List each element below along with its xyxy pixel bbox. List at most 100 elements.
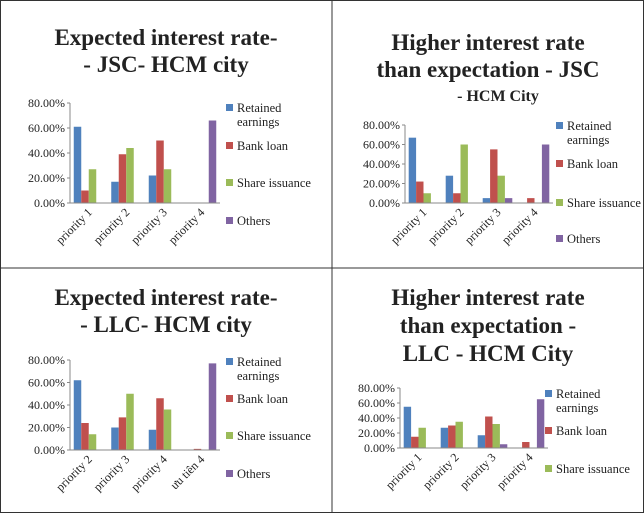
y-tick-label: 40.00% [28, 146, 65, 160]
y-tick-label: 0.00% [34, 443, 65, 457]
chart-title: Higher interest rate [391, 285, 584, 310]
legend-label: Bank loan [237, 139, 289, 153]
bar [163, 169, 172, 203]
y-tick-label: 60.00% [358, 396, 395, 410]
chart-title: LLC - HCM City [403, 341, 574, 366]
bar [411, 436, 419, 448]
bar [73, 126, 82, 203]
x-tick-label: priority 1 [383, 450, 425, 492]
bar [460, 144, 468, 203]
legend-swatch [545, 427, 552, 434]
legend-swatch [226, 432, 233, 439]
x-tick-label: priority 1 [388, 205, 430, 247]
legend-swatch [545, 465, 552, 472]
bar [118, 154, 127, 203]
bar [527, 198, 535, 203]
y-tick-label: 80.00% [363, 118, 400, 132]
chart-title: - JSC- HCM city [83, 52, 249, 77]
y-tick-label: 0.00% [369, 196, 400, 210]
x-tick-label: priority 3 [462, 205, 504, 247]
legend-label: Retained earnings [237, 101, 285, 129]
y-tick-label: 20.00% [28, 171, 65, 185]
bar [118, 417, 127, 450]
bar [193, 448, 202, 450]
bar [126, 393, 134, 450]
y-tick-label: 20.00% [28, 421, 65, 435]
bar [492, 424, 500, 448]
x-tick-label: priority 2 [420, 450, 462, 492]
bar [126, 148, 134, 203]
bar [163, 409, 172, 450]
legend-label: Others [237, 467, 270, 481]
chart-title: Expected interest rate- [54, 25, 277, 50]
bar [208, 120, 217, 203]
x-tick-label: priority 4 [166, 205, 208, 247]
x-tick-label: priority 2 [53, 452, 95, 494]
legend-swatch [226, 179, 233, 186]
legend-label: Others [567, 232, 600, 246]
bar [408, 137, 417, 203]
legend-swatch [556, 235, 563, 242]
bar [88, 434, 97, 450]
chart-title: - LLC- HCM city [80, 312, 252, 337]
legend-swatch [556, 160, 563, 167]
x-tick-label: priority 2 [91, 205, 133, 247]
x-tick-label: priority 3 [128, 205, 170, 247]
x-tick-label: priority 4 [499, 205, 541, 247]
y-tick-label: 60.00% [363, 138, 400, 152]
legend-label: Share issuance [567, 196, 641, 210]
y-tick-label: 80.00% [28, 353, 65, 367]
bar [148, 175, 157, 203]
bar [88, 169, 97, 203]
bar [423, 193, 431, 203]
bar [416, 181, 424, 203]
x-tick-label: priority 4 [494, 450, 536, 492]
bar [440, 427, 449, 448]
legend-label: Others [237, 214, 270, 228]
y-tick-label: 40.00% [363, 157, 400, 171]
x-tick-label: priority 3 [457, 450, 499, 492]
legend-label: Share issuance [556, 462, 630, 476]
bar [497, 175, 505, 203]
bar [499, 444, 508, 448]
legend-swatch [556, 122, 563, 129]
legend-swatch [545, 390, 552, 397]
bar [111, 181, 119, 203]
bar [156, 398, 164, 450]
legend-swatch [226, 358, 233, 365]
bar [111, 427, 119, 450]
bar [81, 190, 89, 203]
legend-swatch [226, 395, 233, 402]
chart-title: than expectation - JSC [377, 57, 600, 82]
legend-label: Share issuance [237, 176, 311, 190]
y-tick-label: 40.00% [28, 398, 65, 412]
bar [504, 198, 513, 203]
x-tick-label: ưu tiên 4 [167, 452, 207, 492]
chart-title: Expected interest rate- [54, 285, 277, 310]
legend-swatch [226, 104, 233, 111]
bar [448, 425, 456, 448]
y-tick-label: 0.00% [364, 441, 395, 455]
y-tick-label: 20.00% [363, 177, 400, 191]
legend-label: Bank loan [237, 392, 289, 406]
bar [156, 140, 164, 203]
bar [536, 399, 545, 448]
x-tick-label: priority 3 [91, 452, 133, 494]
bar [490, 149, 498, 203]
bar [541, 144, 550, 203]
bar [418, 427, 426, 448]
y-tick-label: 80.00% [358, 381, 395, 395]
bar [453, 193, 461, 203]
chart-subtitle: - HCM City [457, 88, 539, 105]
y-tick-label: 60.00% [28, 121, 65, 135]
y-tick-label: 40.00% [358, 411, 395, 425]
bar [485, 416, 493, 448]
bar [455, 421, 463, 448]
legend-label: Retained earnings [567, 119, 615, 147]
chart-title: Higher interest rate [391, 30, 584, 55]
legend-swatch [556, 199, 563, 206]
legend-label: Bank loan [556, 424, 608, 438]
legend-swatch [226, 470, 233, 477]
bar [522, 442, 530, 448]
